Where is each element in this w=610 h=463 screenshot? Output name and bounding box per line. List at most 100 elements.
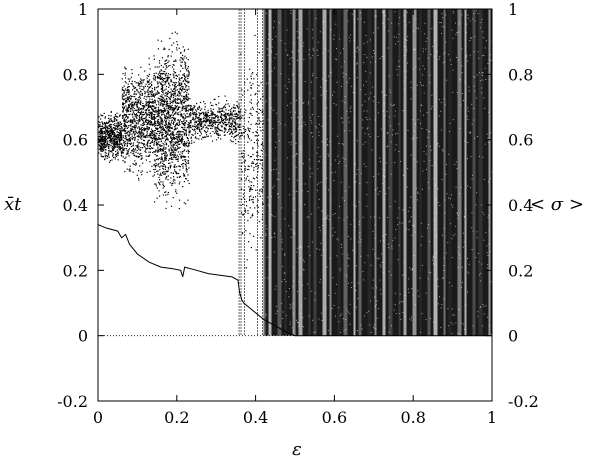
bifurcation-point [230,131,232,133]
speckle-dot [299,246,301,248]
bifurcation-point [173,76,175,78]
bifurcation-point [200,118,202,120]
bifurcation-point [243,132,245,134]
speckle-dot [435,252,437,254]
bifurcation-point [138,136,140,138]
bifurcation-point [235,112,237,114]
bifurcation-point [129,170,132,172]
speckle-dot [322,37,324,39]
bifurcation-point [228,109,230,111]
bifurcation-point [189,98,191,100]
speckle-dot [326,107,328,109]
bifurcation-point [162,187,164,189]
bifurcation-point [145,155,147,157]
bifurcation-point [187,139,189,141]
bifurcation-point [107,140,109,142]
speckle-dot [384,115,386,117]
speckle-dot [291,133,293,135]
bifurcation-point [184,105,186,107]
bifurcation-point [174,93,176,95]
speckle-dot [356,140,358,142]
speckle-dot [406,48,408,50]
bifurcation-point [183,175,185,177]
bifurcation-point [110,118,112,120]
speckle-dot [410,154,412,156]
bifurcation-point [187,99,189,101]
bifurcation-point [224,117,227,119]
speckle-dot [445,41,447,43]
speckle-dot [292,52,294,54]
bifurcation-point [164,168,167,170]
bifurcation-point [170,55,172,57]
speckle-dot [423,114,425,116]
speckle-dot [439,56,441,58]
speckle-dot [299,97,301,99]
bifurcation-point [129,121,131,123]
speckle-dot [400,301,402,303]
speckle-dot [455,34,457,35]
bifurcation-point [124,161,126,163]
bifurcation-point [141,170,143,172]
bifurcation-point [139,83,141,85]
bifurcation-point [192,125,194,127]
speckle-dot [370,332,372,333]
bifurcation-point [248,116,250,119]
bifurcation-point [223,131,225,133]
bifurcation-point [210,125,212,127]
speckle-dot [394,11,396,13]
speckle-dot [408,229,410,231]
bifurcation-point [124,121,126,123]
bifurcation-point [164,156,166,158]
bifurcation-point [108,133,110,135]
bifurcation-point [127,91,129,93]
bifurcation-point [117,116,119,118]
speckle-dot [296,19,298,21]
bifurcation-point [195,116,197,118]
speckle-dot [275,285,277,287]
bifurcation-point [212,114,214,116]
speckle-dot [284,218,286,220]
bifurcation-point [157,165,159,167]
bifurcation-point [161,85,163,87]
bifurcation-point [104,141,106,143]
bifurcation-point [103,132,105,134]
bifurcation-point [156,120,158,122]
bifurcation-point [131,122,133,124]
bifurcation-point [173,156,175,158]
bifurcation-point [181,116,183,118]
bifurcation-point [175,150,177,152]
speckle-dot [354,220,356,222]
speckle-dot [455,22,456,24]
speckle-dot [339,269,341,271]
bifurcation-point [169,37,171,40]
bifurcation-point [104,140,106,142]
bifurcation-point [257,139,259,141]
bifurcation-point [167,193,169,196]
bifurcation-point [134,149,136,151]
bifurcation-point [199,124,201,126]
bifurcation-point [178,98,180,100]
bifurcation-point [197,123,199,125]
bifurcation-point [158,118,160,121]
bifurcation-point [256,176,258,178]
bifurcation-point [151,113,153,115]
bifurcation-point [119,114,121,116]
chaotic-stripe [433,9,438,336]
speckle-dot [466,185,468,187]
speckle-dot [365,93,367,95]
bifurcation-point [196,110,198,112]
bifurcation-point [163,148,165,150]
bifurcation-point [157,85,159,87]
bifurcation-point [178,131,180,133]
bifurcation-point [174,72,177,74]
speckle-dot [417,191,418,193]
bifurcation-point [210,119,212,121]
bifurcation-point [187,152,189,154]
speckle-dot [418,58,420,60]
bifurcation-point [178,147,180,149]
bifurcation-point [174,170,176,172]
speckle-dot [437,144,439,146]
speckle-dot [415,123,416,125]
bifurcation-point [166,98,168,100]
bifurcation-point [143,146,146,148]
